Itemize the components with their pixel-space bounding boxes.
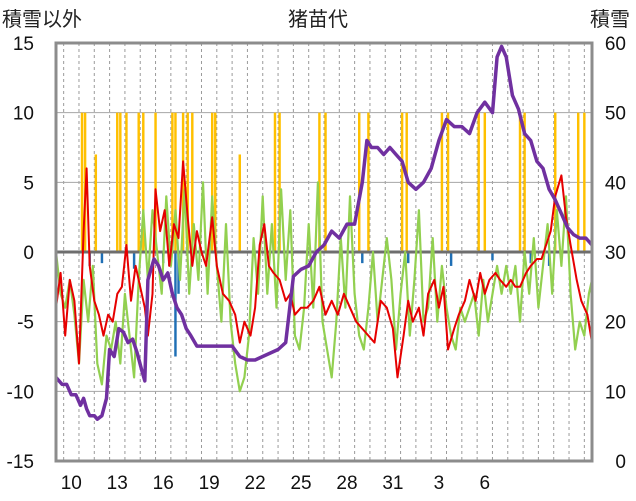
snowfall-bar bbox=[483, 112, 487, 253]
blue-bar bbox=[361, 252, 364, 264]
left-tick-label: 10 bbox=[13, 104, 34, 125]
x-tick-label: 22 bbox=[245, 473, 266, 494]
right-tick-label: 40 bbox=[605, 173, 626, 194]
x-tick-label: 28 bbox=[336, 473, 357, 494]
snowfall-bar bbox=[174, 112, 177, 253]
left-axis-ticks: 15 10 5 0 -5 -10 -15 bbox=[7, 34, 34, 473]
right-tick-label: 0 bbox=[615, 452, 626, 473]
snowfall-bar bbox=[125, 112, 128, 253]
snowfall-bar bbox=[238, 154, 241, 252]
series-lines bbox=[54, 44, 594, 421]
x-tick-label: 25 bbox=[290, 473, 311, 494]
x-tick-label: 10 bbox=[61, 473, 82, 494]
snowfall-bar bbox=[210, 112, 214, 253]
snowfall-bar bbox=[154, 112, 157, 253]
snowfall-bar bbox=[367, 112, 370, 253]
right-tick-label: 30 bbox=[605, 243, 626, 264]
left-axis-label: 積雪以外 bbox=[2, 7, 82, 31]
x-tick-label: 3 bbox=[434, 473, 445, 494]
snowfall-bar bbox=[191, 112, 194, 253]
snowfall-bar bbox=[518, 112, 522, 253]
chart-title: 猪苗代 bbox=[288, 7, 348, 31]
snowfall-bar bbox=[446, 112, 450, 253]
snowfall-bar bbox=[554, 112, 557, 253]
right-tick-label: 10 bbox=[605, 382, 626, 403]
snowfall-bar bbox=[576, 112, 580, 253]
x-tick-label: 13 bbox=[107, 473, 128, 494]
right-tick-label: 50 bbox=[605, 104, 626, 125]
snowfall-bar bbox=[400, 112, 404, 253]
snowfall-bar bbox=[94, 154, 98, 252]
snowfall-bar bbox=[583, 112, 586, 253]
blue-bar bbox=[132, 252, 136, 269]
snowfall-bar bbox=[477, 112, 480, 253]
right-tick-label: 60 bbox=[605, 34, 626, 55]
blue-bar bbox=[491, 252, 494, 261]
left-tick-label: -5 bbox=[17, 313, 34, 334]
left-tick-label: 5 bbox=[23, 173, 34, 194]
green-line bbox=[54, 181, 594, 393]
snowfall-bar bbox=[186, 112, 189, 253]
x-tick-label: 19 bbox=[199, 473, 220, 494]
plot-frame bbox=[54, 41, 594, 463]
snowfall-bar bbox=[137, 112, 140, 253]
x-tick-label: 31 bbox=[382, 473, 403, 494]
snowfall-bar bbox=[278, 112, 281, 253]
left-tick-label: 0 bbox=[23, 243, 34, 264]
x-tick-label: 6 bbox=[480, 473, 491, 494]
bars bbox=[80, 112, 586, 357]
right-axis-label: 積雪 bbox=[590, 7, 630, 31]
snowfall-bar bbox=[357, 112, 361, 253]
snowfall-bar bbox=[214, 112, 217, 253]
x-axis-ticks: 10 13 16 19 22 25 28 31 3 6 bbox=[61, 473, 490, 494]
snowfall-bar bbox=[142, 112, 145, 253]
snowfall-bar bbox=[318, 112, 321, 253]
snowfall-bar bbox=[119, 112, 122, 253]
temperature-line bbox=[55, 160, 593, 379]
right-tick-label: 20 bbox=[605, 313, 626, 334]
snowfall-bar bbox=[181, 112, 185, 253]
blue-bar bbox=[100, 252, 104, 264]
blue-bar bbox=[529, 252, 532, 264]
snowfall-bar bbox=[116, 112, 119, 253]
snowfall-bar bbox=[324, 112, 327, 253]
snowfall-bar bbox=[440, 112, 444, 253]
snowfall-bar bbox=[80, 112, 84, 253]
snowfall-bar bbox=[523, 112, 526, 253]
snow_depth-line bbox=[54, 44, 594, 421]
right-axis-ticks: 60 50 40 30 20 10 0 bbox=[605, 34, 626, 473]
snowfall-bar bbox=[273, 112, 277, 253]
blue-bar bbox=[449, 252, 453, 266]
left-tick-label: -10 bbox=[7, 382, 34, 403]
blue-bar bbox=[407, 252, 410, 264]
x-tick-label: 16 bbox=[153, 473, 174, 494]
left-tick-label: -15 bbox=[7, 452, 34, 473]
left-tick-label: 15 bbox=[13, 34, 34, 55]
snowfall-bar bbox=[171, 112, 174, 253]
